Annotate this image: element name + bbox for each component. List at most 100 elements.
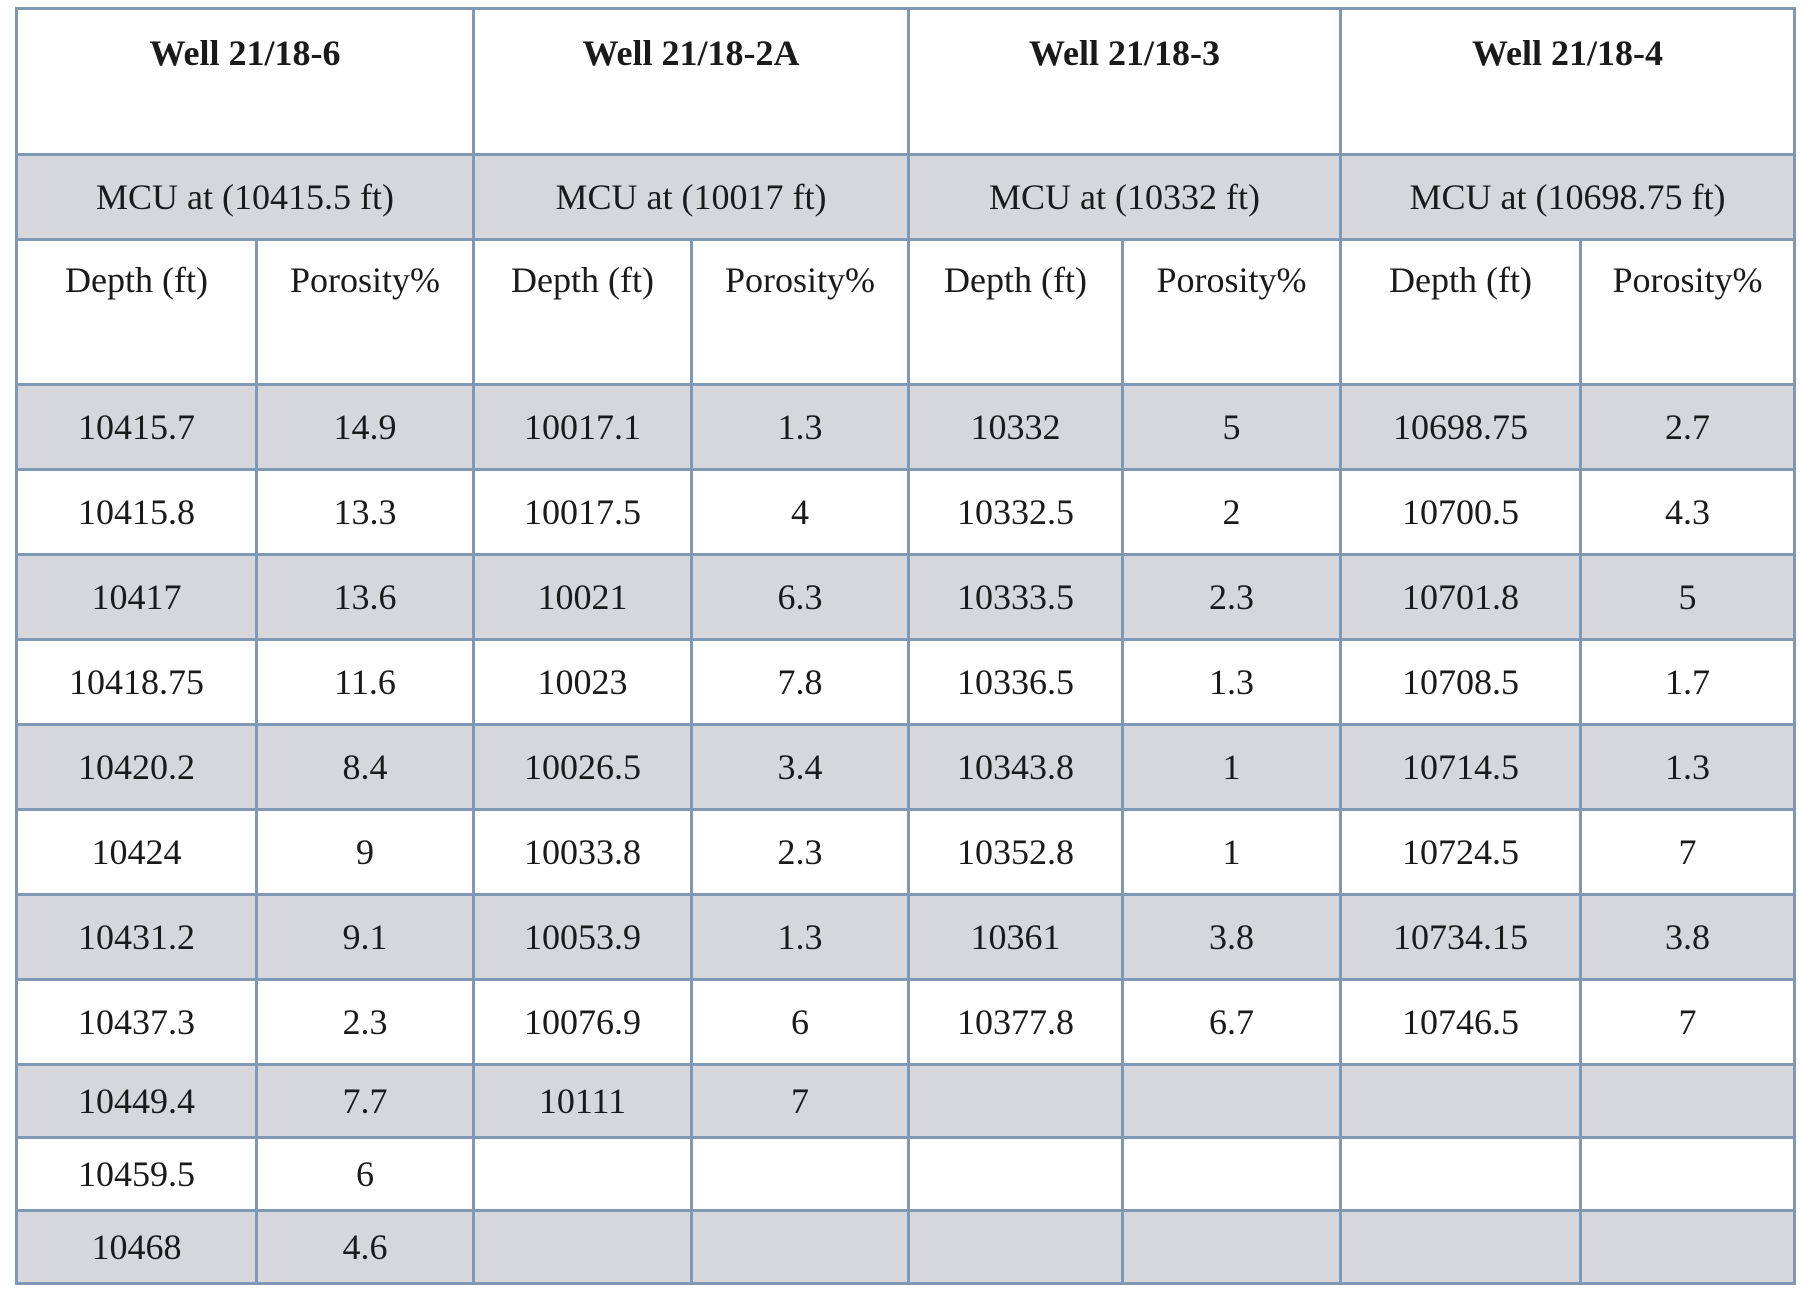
porosity-cell: 11.6 (255, 638, 475, 726)
porosity-cell (1579, 1209, 1797, 1285)
depth-cell: 10415.8 (15, 468, 258, 556)
depth-cell: 10026.5 (472, 723, 693, 811)
mcu-row: MCU at (10415.5 ft) MCU at (10017 ft) MC… (15, 153, 1797, 241)
depth-cell: 10701.8 (1339, 553, 1583, 641)
depth-cell: 10437.3 (15, 978, 258, 1066)
porosity-cell: 1 (1121, 723, 1343, 811)
depth-cell: 10343.8 (907, 723, 1125, 811)
porosity-cell: 1.3 (1579, 723, 1797, 811)
depth-cell (907, 1209, 1125, 1285)
depth-cell: 10714.5 (1339, 723, 1583, 811)
table-row: 10418.75 11.6 10023 7.8 10336.5 1.3 10708.5 1.7 (15, 638, 1797, 726)
porosity-header: Porosity% (689, 238, 911, 386)
depth-cell (907, 1136, 1125, 1212)
porosity-cell: 3.8 (1121, 893, 1343, 981)
depth-cell (907, 1063, 1125, 1139)
porosity-cell: 2.3 (689, 808, 911, 896)
porosity-cell: 5 (1579, 553, 1797, 641)
table-row: 10420.2 8.4 10026.5 3.4 10343.8 1 10714.5 1.3 (15, 723, 1797, 811)
porosity-cell: 2.7 (1579, 383, 1797, 471)
depth-cell: 10352.8 (907, 808, 1125, 896)
porosity-cell: 14.9 (255, 383, 475, 471)
porosity-header: Porosity% (1121, 238, 1343, 386)
depth-cell: 10333.5 (907, 553, 1125, 641)
porosity-cell: 13.3 (255, 468, 475, 556)
porosity-cell: 7.8 (689, 638, 911, 726)
porosity-cell: 1.3 (689, 383, 911, 471)
depth-cell: 10033.8 (472, 808, 693, 896)
porosity-cell: 1 (1121, 808, 1343, 896)
porosity-header: Porosity% (1579, 238, 1797, 386)
porosity-cell: 9.1 (255, 893, 475, 981)
depth-cell: 10417 (15, 553, 258, 641)
depth-cell (1339, 1063, 1583, 1139)
column-header-row: Depth (ft) Porosity% Depth (ft) Porosity… (15, 238, 1797, 386)
porosity-cell: 3.4 (689, 723, 911, 811)
table-row: 10415.7 14.9 10017.1 1.3 10332 5 10698.75 2.7 (15, 383, 1797, 471)
mcu-depth: MCU at (10415.5 ft) (15, 153, 475, 241)
depth-cell: 10336.5 (907, 638, 1125, 726)
well-header-row: Well 21/18-6 Well 21/18-2A Well 21/18-3 … (15, 7, 1797, 156)
depth-cell (472, 1209, 693, 1285)
porosity-table: Well 21/18-6 Well 21/18-2A Well 21/18-3 … (15, 7, 1797, 1285)
porosity-cell: 13.6 (255, 553, 475, 641)
well-name: Well 21/18-2A (471, 7, 911, 156)
table-row: 10459.5 6 (15, 1136, 1797, 1212)
porosity-cell: 5 (1121, 383, 1343, 471)
porosity-cell: 4 (689, 468, 911, 556)
table-row: 10415.8 13.3 10017.5 4 10332.5 2 10700.5 4.3 (15, 468, 1797, 556)
porosity-cell (1579, 1136, 1797, 1212)
depth-cell: 10017.1 (472, 383, 693, 471)
porosity-cell: 7.7 (255, 1063, 475, 1139)
porosity-cell (1121, 1136, 1343, 1212)
depth-cell: 10361 (907, 893, 1125, 981)
depth-cell: 10023 (472, 638, 693, 726)
depth-cell: 10724.5 (1339, 808, 1583, 896)
well-name: Well 21/18-4 (1339, 7, 1797, 156)
depth-cell: 10459.5 (15, 1136, 258, 1212)
depth-cell: 10021 (472, 553, 693, 641)
porosity-cell (1579, 1063, 1797, 1139)
porosity-cell: 6 (689, 978, 911, 1066)
porosity-cell: 2.3 (255, 978, 475, 1066)
porosity-cell: 1.7 (1579, 638, 1797, 726)
porosity-cell (1121, 1209, 1343, 1285)
depth-header: Depth (ft) (907, 238, 1125, 386)
depth-cell: 10076.9 (472, 978, 693, 1066)
porosity-cell: 7 (689, 1063, 911, 1139)
porosity-cell (689, 1209, 911, 1285)
porosity-cell: 9 (255, 808, 475, 896)
depth-cell: 10332 (907, 383, 1125, 471)
porosity-cell: 4.3 (1579, 468, 1797, 556)
depth-cell: 10698.75 (1339, 383, 1583, 471)
porosity-cell: 2.3 (1121, 553, 1343, 641)
depth-header: Depth (ft) (472, 238, 693, 386)
depth-cell: 10431.2 (15, 893, 258, 981)
depth-cell: 10420.2 (15, 723, 258, 811)
table-row: 10424 9 10033.8 2.3 10352.8 1 10724.5 7 (15, 808, 1797, 896)
mcu-depth: MCU at (10332 ft) (907, 153, 1343, 241)
depth-cell: 10418.75 (15, 638, 258, 726)
well-name: Well 21/18-3 (907, 7, 1343, 156)
depth-cell: 10734.15 (1339, 893, 1583, 981)
porosity-cell (689, 1136, 911, 1212)
depth-header: Depth (ft) (1339, 238, 1583, 386)
table-row: 10449.4 7.7 10111 7 (15, 1063, 1797, 1139)
depth-cell (1339, 1209, 1583, 1285)
porosity-cell: 1.3 (1121, 638, 1343, 726)
mcu-depth: MCU at (10698.75 ft) (1339, 153, 1797, 241)
porosity-cell: 6.7 (1121, 978, 1343, 1066)
porosity-cell: 4.6 (255, 1209, 475, 1285)
porosity-cell: 8.4 (255, 723, 475, 811)
porosity-cell: 3.8 (1579, 893, 1797, 981)
porosity-cell: 6 (255, 1136, 475, 1212)
depth-header: Depth (ft) (15, 238, 258, 386)
mcu-depth: MCU at (10017 ft) (471, 153, 911, 241)
data-rows: 10415.7 14.9 10017.1 1.3 10332 5 10698.75 2.7 10… (15, 383, 1797, 1285)
table-row: 10431.2 9.1 10053.9 1.3 10361 3.8 10734.15 3.8 (15, 893, 1797, 981)
table-row: 10437.3 2.3 10076.9 6 10377.8 6.7 10746.5 7 (15, 978, 1797, 1066)
depth-cell: 10111 (472, 1063, 693, 1139)
porosity-cell: 2 (1121, 468, 1343, 556)
porosity-header: Porosity% (255, 238, 475, 386)
porosity-cell: 1.3 (689, 893, 911, 981)
